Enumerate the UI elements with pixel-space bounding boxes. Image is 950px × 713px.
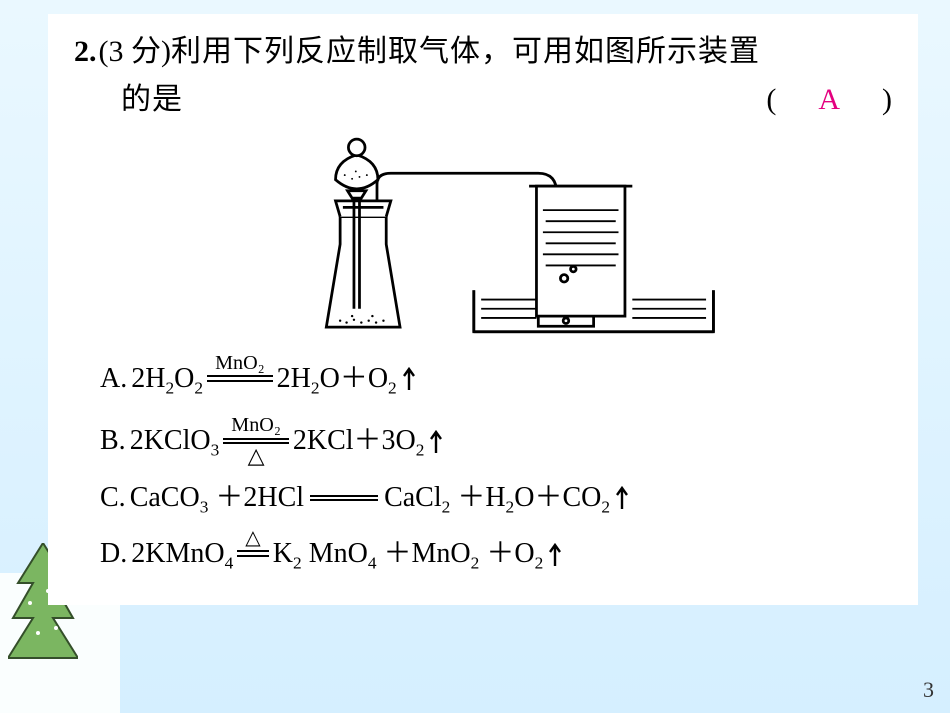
gas-arrow-icon: [428, 429, 444, 455]
apparatus-diagram: [74, 129, 892, 341]
question-stem-1: 利用下列反应制取气体，可用如图所示装置: [171, 30, 760, 74]
opt-a-label: A.: [100, 359, 127, 400]
opt-d-cond: △: [237, 528, 269, 580]
question-meta: (3 分): [99, 30, 171, 74]
answer-letter: A: [818, 83, 840, 116]
answer-brackets: ( A ): [766, 78, 892, 122]
option-a: A. 2H2O2 MnO₂ 2H2O＋O2: [74, 353, 892, 405]
opt-c-lhs: CaCO3 ＋2HCl: [130, 478, 304, 519]
page-number: 3: [923, 677, 934, 703]
question-line2: 的是 ( A ): [74, 78, 892, 122]
bracket-close: ): [852, 83, 892, 116]
option-d: D. 2KMnO4 △ K2 MnO4 ＋MnO2 ＋O2: [74, 528, 892, 580]
opt-d-lhs: 2KMnO4: [131, 534, 233, 575]
opt-b-label: B.: [100, 421, 126, 462]
opt-a-lhs: 2H2O2: [131, 359, 203, 400]
opt-c-label: C.: [100, 478, 126, 519]
opt-d-label: D.: [100, 534, 127, 575]
gas-arrow-icon: [614, 485, 630, 511]
option-c: C. CaCO3 ＋2HCl CaCl2 ＋H2O＋CO2: [74, 478, 892, 519]
content-card: 2. (3 分) 利用下列反应制取气体，可用如图所示装置 的是 ( A ): [48, 14, 918, 605]
opt-b-rhs: 2KCl＋3O2: [293, 421, 425, 462]
options-list: A. 2H2O2 MnO₂ 2H2O＋O2 B. 2KClO3 MnO₂ △ 2…: [74, 353, 892, 581]
opt-a-cond: MnO₂: [207, 353, 273, 405]
question-number: 2.: [74, 30, 97, 74]
opt-c-rhs: CaCl2 ＋H2O＋CO2: [384, 478, 610, 519]
opt-d-rhs: K2 MnO4 ＋MnO2 ＋O2: [273, 534, 543, 575]
opt-a-rhs: 2H2O＋O2: [277, 359, 397, 400]
bracket-open: (: [766, 83, 806, 116]
opt-c-eq: [310, 495, 378, 501]
opt-b-lhs: 2KClO3: [130, 421, 220, 462]
question-stem-2: 的是: [77, 78, 183, 122]
gas-arrow-icon: [401, 366, 417, 392]
gas-arrow-icon: [547, 542, 563, 568]
question-line1: 2. (3 分) 利用下列反应制取气体，可用如图所示装置: [74, 30, 892, 74]
opt-b-cond: MnO₂ △: [223, 415, 289, 467]
option-b: B. 2KClO3 MnO₂ △ 2KCl＋3O2: [74, 415, 892, 467]
